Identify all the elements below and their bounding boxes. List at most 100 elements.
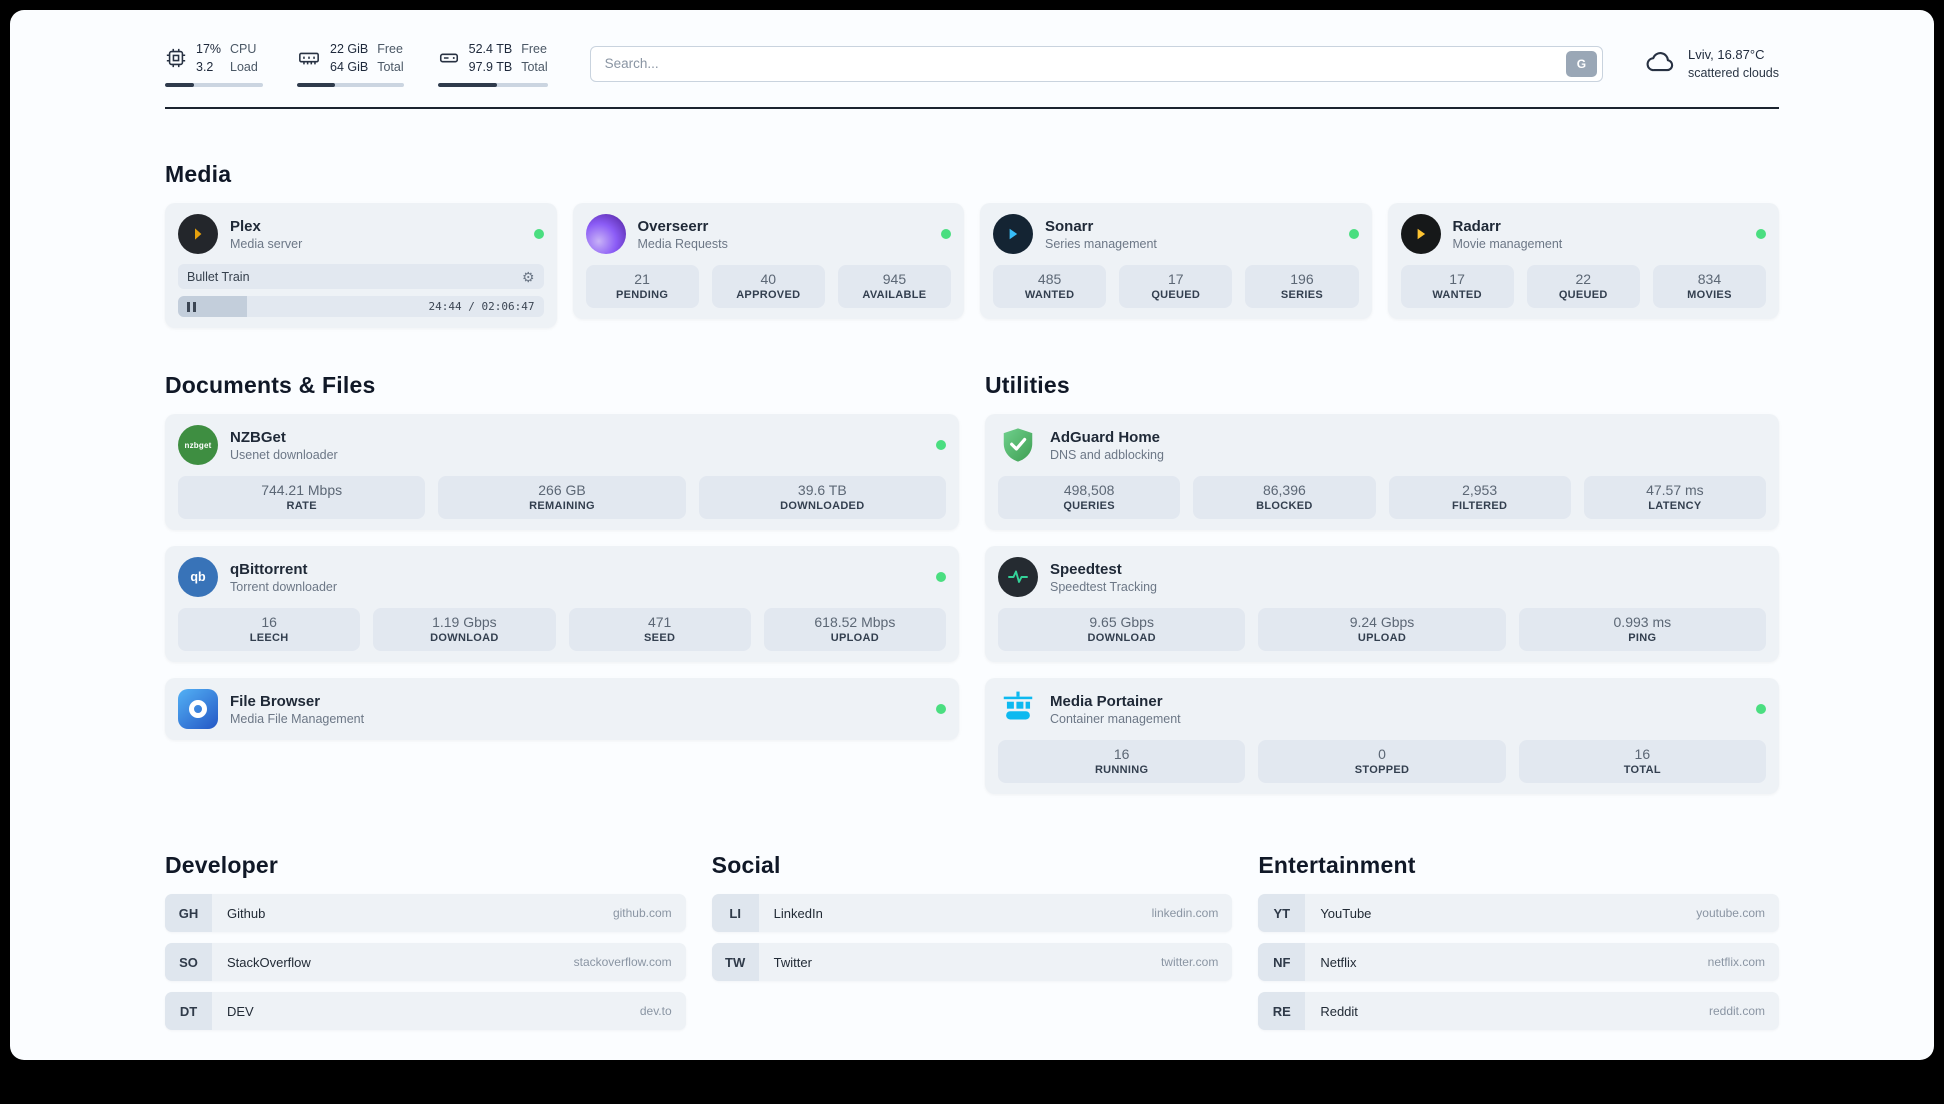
stat-label: TOTAL	[1623, 764, 1661, 777]
stat-label: PENDING	[615, 289, 669, 302]
filebrowser-icon	[178, 689, 218, 730]
stat-box: 40 APPROVED	[711, 265, 825, 309]
stat-value: 40	[760, 271, 777, 288]
section-title-utilities: Utilities	[985, 372, 1070, 399]
stat-box: 2,953 FILTERED	[1388, 476, 1571, 520]
stat-value: 21	[634, 271, 650, 288]
bookmark-linkedin[interactable]: LI LinkedIn linkedin.com	[711, 894, 1233, 933]
pause-icon[interactable]	[187, 301, 196, 312]
status-dot	[1756, 229, 1766, 240]
service-card-nzbget[interactable]: nzbget NZBGet Usenet downloader 744.21 M…	[165, 414, 959, 531]
stat-label: SERIES	[1280, 289, 1323, 302]
stat-box: 16 TOTAL	[1518, 740, 1766, 784]
stat-value: 86,396	[1262, 482, 1306, 499]
cpu-chip-icon	[165, 47, 187, 69]
stat-value: 9.65 Gbps	[1089, 614, 1154, 631]
service-subtitle: Usenet downloader	[230, 447, 338, 462]
bookmark-domain: linkedin.com	[1151, 906, 1219, 921]
bookmark-name: YouTube	[1320, 905, 1372, 921]
stat-label: UPLOAD	[1357, 632, 1407, 645]
service-card-portainer[interactable]: Media Portainer Container management 16 …	[985, 678, 1779, 795]
stat-value: 17	[1167, 271, 1184, 288]
now-playing-title: Bullet Train	[187, 269, 250, 284]
cpu-usage-value: 17%	[196, 42, 222, 56]
service-card-radarr[interactable]: Radarr Movie management 17 WANTED 22 QUE…	[1387, 203, 1779, 320]
top-bar: 17% 3.2 CPU Load	[165, 10, 1779, 88]
stat-value: 22	[1575, 271, 1592, 288]
section-bookmarks: Developer GH Github github.com SO StackO…	[165, 852, 1779, 1041]
bookmark-name: DEV	[227, 1003, 254, 1019]
status-dot	[1348, 229, 1359, 240]
stat-value: 9.24 Gbps	[1349, 614, 1415, 631]
stat-box: 39.6 TB DOWNLOADED	[698, 476, 946, 520]
bookmark-dev[interactable]: DT DEV dev.to	[165, 992, 686, 1031]
bookmark-netflix[interactable]: NF Netflix netflix.com	[1258, 943, 1779, 982]
status-dot	[936, 440, 946, 451]
stat-value: 1.19 Gbps	[432, 614, 497, 631]
overseerr-icon	[585, 214, 626, 255]
status-dot	[936, 572, 946, 583]
service-name: AdGuard Home	[1050, 428, 1161, 446]
bookmark-youtube[interactable]: YT YouTube youtube.com	[1258, 894, 1779, 933]
bookmark-reddit[interactable]: RE Reddit reddit.com	[1258, 992, 1779, 1031]
plex-icon	[178, 214, 218, 255]
stat-box: 17 QUEUED	[1119, 265, 1233, 309]
service-name: Media Portainer	[1050, 692, 1163, 710]
stat-value: 16	[1634, 746, 1651, 763]
stat-box: 86,396 BLOCKED	[1193, 476, 1376, 520]
bookmark-stackoverflow[interactable]: SO StackOverflow stackoverflow.com	[165, 943, 686, 982]
bookmark-domain: github.com	[612, 906, 672, 921]
disk-widget: 52.4 TB 97.9 TB Free Total	[437, 40, 548, 88]
bookmark-name: Github	[227, 905, 266, 921]
ram-label-top: Free	[377, 42, 403, 56]
stat-value: 834	[1697, 271, 1722, 288]
bookmark-name: Netflix	[1320, 954, 1357, 970]
search-provider-button[interactable]: G	[1565, 50, 1597, 77]
service-card-speedtest[interactable]: Speedtest Speedtest Tracking 9.65 Gbps D…	[985, 546, 1779, 663]
ram-free-value: 22 GiB	[330, 42, 369, 56]
stat-value: 744.21 Mbps	[261, 482, 343, 499]
bookmark-abbr: DT	[165, 992, 212, 1031]
dashboard-page: 17% 3.2 CPU Load	[10, 10, 1934, 1060]
service-name: Speedtest	[1050, 560, 1122, 578]
stat-label: PING	[1628, 632, 1657, 645]
ram-label-bottom: Total	[377, 60, 404, 75]
stat-box: 834 MOVIES	[1652, 265, 1767, 309]
bookmark-abbr: SO	[165, 943, 212, 982]
section-title-media: Media	[165, 161, 232, 188]
service-card-overseerr[interactable]: Overseerr Media Requests 21 PENDING 40 A…	[572, 203, 964, 320]
search-input[interactable]	[590, 56, 1566, 72]
service-card-plex[interactable]: Plex Media server Bullet Train ⚙ 24:44 /…	[165, 203, 557, 329]
bookmark-group-developer: Developer GH Github github.com SO StackO…	[165, 852, 686, 1041]
weather-widget: Lviv, 16.87°C scattered clouds	[1645, 45, 1779, 83]
playback-progress-fill	[178, 296, 248, 318]
stat-label: QUERIES	[1063, 500, 1115, 513]
service-card-filebrowser[interactable]: File Browser Media File Management	[165, 678, 959, 741]
bookmark-github[interactable]: GH Github github.com	[165, 894, 686, 933]
stat-box: 21 PENDING	[585, 265, 699, 309]
stat-box: 485 WANTED	[993, 265, 1107, 309]
section-title-developer: Developer	[165, 852, 279, 879]
stat-box: 9.65 Gbps DOWNLOAD	[998, 608, 1246, 652]
disk-free-value: 52.4 TB	[468, 42, 513, 56]
stat-label: RUNNING	[1094, 764, 1149, 777]
gear-icon[interactable]: ⚙	[521, 268, 535, 285]
stat-label: WANTED	[1024, 289, 1075, 302]
service-card-qbittorrent[interactable]: qb qBittorrent Torrent downloader 16 LEE…	[165, 546, 959, 663]
stat-box: 744.21 Mbps RATE	[178, 476, 426, 520]
bookmark-domain: youtube.com	[1696, 906, 1765, 921]
ram-widget: 22 GiB 64 GiB Free Total	[297, 40, 404, 88]
cloud-icon	[1645, 48, 1677, 79]
service-card-sonarr[interactable]: Sonarr Series management 485 WANTED 17 Q…	[980, 203, 1372, 320]
service-card-adguard[interactable]: AdGuard Home DNS and adblocking 498,508 …	[985, 414, 1779, 531]
stat-value: 498,508	[1063, 482, 1115, 499]
cpu-usage-bar	[165, 83, 263, 88]
stat-value: 266 GB	[538, 482, 586, 499]
stat-label: DOWNLOAD	[1087, 632, 1156, 645]
status-dot	[1756, 704, 1766, 715]
service-subtitle: Series management	[1045, 236, 1157, 251]
bookmark-twitter[interactable]: TW Twitter twitter.com	[711, 943, 1233, 982]
service-name: Overseerr	[637, 217, 709, 235]
ram-memory-icon	[297, 47, 321, 69]
stat-label: AVAILABLE	[862, 289, 927, 302]
